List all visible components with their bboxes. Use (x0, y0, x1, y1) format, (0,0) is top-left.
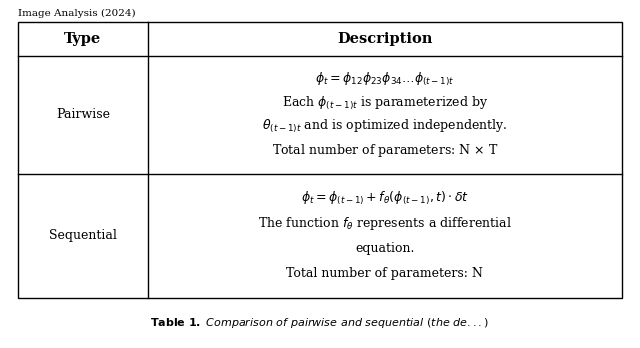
Text: Total number of parameters: N: Total number of parameters: N (287, 267, 483, 280)
Text: Type: Type (64, 32, 102, 46)
Text: Pairwise: Pairwise (56, 109, 110, 121)
Text: $\phi_t = \phi_{12}\phi_{23}\phi_{34}\ldots\phi_{(t-1)t}$: $\phi_t = \phi_{12}\phi_{23}\phi_{34}\ld… (315, 71, 454, 88)
Text: $\theta_{(t-1)t}$ and is optimized independently.: $\theta_{(t-1)t}$ and is optimized indep… (262, 118, 508, 135)
Text: Description: Description (337, 32, 433, 46)
Text: The function $f_\theta$ represents a differential: The function $f_\theta$ represents a dif… (258, 215, 512, 232)
Text: Total number of parameters: N $\times$ T: Total number of parameters: N $\times$ T (272, 142, 498, 159)
Text: $\phi_t = \phi_{(t-1)} + f_\theta(\phi_{(t-1)}, t) \cdot \delta t$: $\phi_t = \phi_{(t-1)} + f_\theta(\phi_{… (301, 190, 469, 207)
Text: $\bf{Table\ 1.}$ $\it{Comparison\ of\ pairwise\ and\ sequential\ (the\ de...)}$: $\bf{Table\ 1.}$ $\it{Comparison\ of\ pa… (150, 316, 490, 330)
Text: Each $\phi_{(t-1)t}$ is parameterized by: Each $\phi_{(t-1)t}$ is parameterized by (282, 95, 488, 112)
Text: Image Analysis (2024): Image Analysis (2024) (18, 8, 136, 17)
Text: equation.: equation. (355, 242, 415, 255)
Text: Sequential: Sequential (49, 229, 117, 243)
Bar (18, 22, 622, 298)
